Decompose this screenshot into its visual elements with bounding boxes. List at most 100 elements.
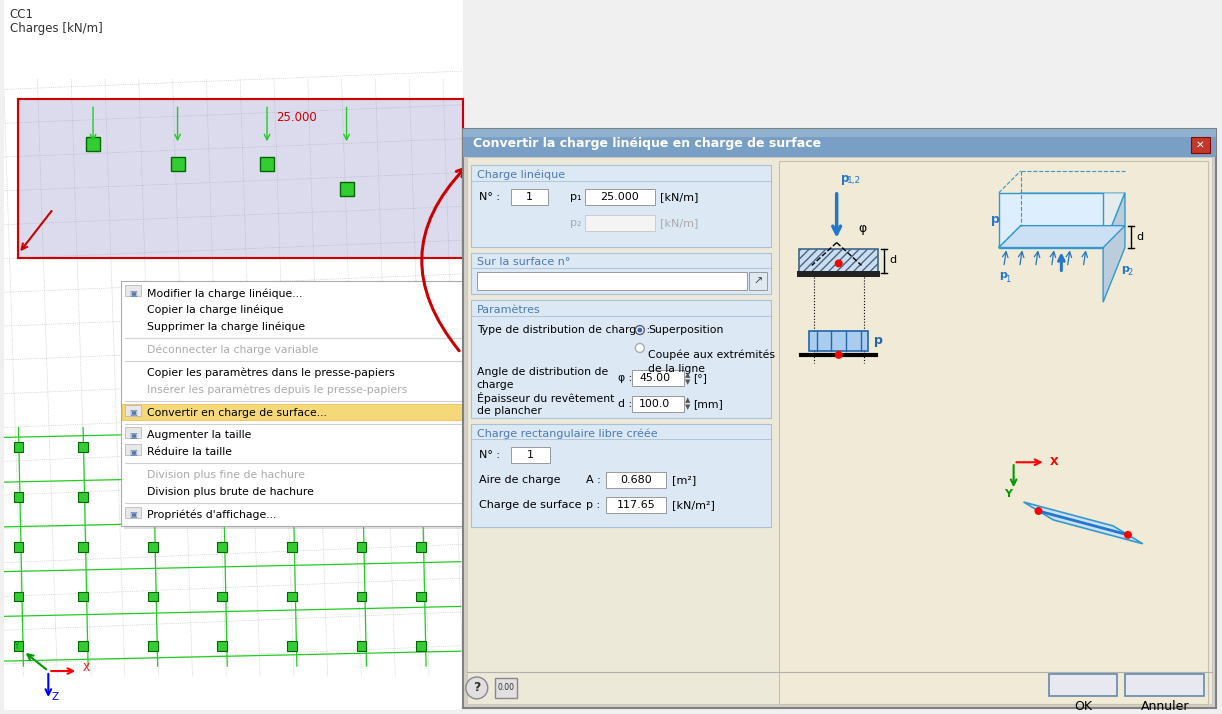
Bar	[148, 492, 158, 502]
Text: Charge de surface: Charge de surface	[479, 500, 582, 510]
Bar	[606, 472, 666, 488]
Text: ▼: ▼	[684, 378, 690, 385]
Bar	[287, 641, 297, 651]
Bar	[417, 492, 426, 502]
Bar	[417, 542, 426, 552]
Bar	[470, 423, 771, 527]
Text: [kN/m²]: [kN/m²]	[672, 500, 715, 510]
Text: X: X	[83, 663, 90, 673]
Text: Épaisseur du revêtement: Épaisseur du revêtement	[477, 392, 615, 403]
Text: ▣: ▣	[128, 448, 137, 457]
Bar	[287, 542, 297, 552]
Text: Paramètres: Paramètres	[477, 305, 540, 315]
Circle shape	[1035, 507, 1042, 515]
Bar	[125, 444, 141, 456]
Text: ✕: ✕	[1196, 140, 1205, 150]
Bar	[86, 137, 100, 151]
Circle shape	[835, 351, 843, 359]
Text: de la ligne: de la ligne	[648, 364, 705, 374]
Text: Charge rectangulaire libre créée: Charge rectangulaire libre créée	[477, 428, 657, 438]
Text: OK: OK	[1074, 700, 1092, 713]
Text: Convertir en charge de surface...: Convertir en charge de surface...	[147, 408, 326, 418]
Text: charge: charge	[477, 380, 514, 390]
Text: Division plus fine de hachure: Division plus fine de hachure	[147, 471, 304, 481]
Bar	[340, 182, 353, 196]
Bar	[417, 591, 426, 601]
Bar	[171, 157, 185, 171]
Bar	[218, 443, 227, 453]
Bar	[797, 271, 880, 277]
Bar	[357, 591, 367, 601]
Text: d :: d :	[618, 398, 632, 408]
Text: 117.65: 117.65	[616, 500, 655, 510]
Bar	[357, 443, 367, 453]
Bar	[632, 370, 683, 386]
Bar	[260, 157, 274, 171]
Bar	[125, 507, 141, 518]
Text: p: p	[841, 173, 849, 186]
Text: [°]: [°]	[694, 373, 708, 383]
Circle shape	[638, 328, 643, 333]
Text: ?: ?	[473, 681, 480, 695]
Bar	[148, 443, 158, 453]
Text: CC1: CC1	[10, 8, 33, 21]
Text: φ: φ	[859, 222, 866, 235]
Bar	[463, 129, 1216, 137]
Bar	[1125, 674, 1205, 696]
Text: N° :: N° :	[479, 451, 500, 461]
Bar	[585, 215, 655, 231]
Bar	[13, 492, 23, 502]
Polygon shape	[18, 99, 463, 258]
Bar	[78, 542, 88, 552]
Text: p: p	[875, 334, 884, 348]
Text: ▲: ▲	[684, 397, 690, 403]
Polygon shape	[1024, 502, 1143, 544]
Bar	[1050, 674, 1117, 696]
Bar	[357, 641, 367, 651]
Bar	[218, 492, 227, 502]
Text: Sur la surface n°: Sur la surface n°	[477, 258, 571, 268]
Text: [kN/m]: [kN/m]	[660, 218, 698, 228]
Text: 25.000: 25.000	[600, 192, 639, 202]
Bar	[121, 281, 474, 526]
Text: Insérer les paramètres depuis le presse-papiers: Insérer les paramètres depuis le presse-…	[147, 384, 407, 395]
Text: 1: 1	[527, 451, 534, 461]
Bar	[4, 0, 463, 710]
Bar	[125, 286, 141, 296]
Bar	[606, 497, 666, 513]
Text: [kN/m]: [kN/m]	[660, 192, 698, 202]
Text: Copier les paramètres dans le presse-papiers: Copier les paramètres dans le presse-pap…	[147, 368, 395, 378]
Bar	[13, 641, 23, 651]
Bar	[477, 273, 747, 291]
Bar	[511, 189, 549, 205]
Bar	[125, 405, 141, 416]
Text: p: p	[998, 271, 1007, 281]
Bar	[778, 161, 1209, 704]
Text: p: p	[991, 213, 1000, 226]
Text: 45.00: 45.00	[639, 373, 671, 383]
Text: Convertir la charge linéique en charge de surface: Convertir la charge linéique en charge d…	[473, 136, 821, 150]
Text: 1: 1	[525, 192, 533, 202]
Text: N° :: N° :	[479, 192, 500, 202]
Bar	[13, 443, 23, 453]
Bar	[467, 157, 1212, 704]
Bar	[417, 641, 426, 651]
Bar	[13, 591, 23, 601]
Text: 0.00: 0.00	[497, 683, 514, 693]
Polygon shape	[998, 193, 1125, 248]
Bar	[123, 284, 477, 529]
Bar	[287, 591, 297, 601]
Bar	[287, 492, 297, 502]
Text: Charges [kN/m]: Charges [kN/m]	[10, 22, 103, 35]
Bar	[470, 300, 771, 418]
Text: d: d	[890, 256, 897, 266]
Text: 1,2: 1,2	[847, 176, 860, 186]
Bar	[632, 396, 683, 411]
Bar	[122, 403, 473, 420]
Text: Superposition: Superposition	[648, 325, 723, 335]
Text: p₁: p₁	[571, 192, 582, 202]
Text: 0.680: 0.680	[620, 475, 651, 486]
Text: Angle de distribution de: Angle de distribution de	[477, 367, 609, 377]
Text: 25.000: 25.000	[276, 111, 318, 124]
Text: Charge linéique: Charge linéique	[477, 170, 565, 180]
